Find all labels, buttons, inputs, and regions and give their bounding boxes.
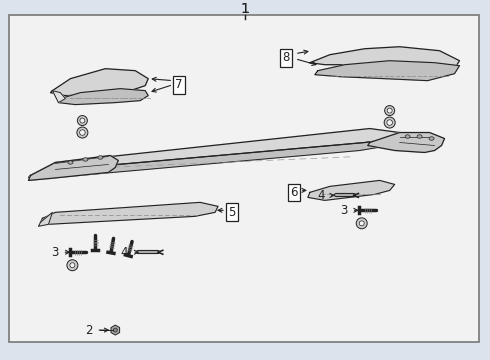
Text: 3: 3	[341, 204, 348, 217]
Polygon shape	[28, 156, 118, 180]
Ellipse shape	[68, 161, 73, 164]
Ellipse shape	[384, 117, 395, 128]
Polygon shape	[58, 89, 148, 105]
Polygon shape	[310, 47, 460, 75]
Ellipse shape	[113, 328, 117, 332]
FancyBboxPatch shape	[8, 15, 479, 342]
Text: 4: 4	[318, 189, 325, 202]
Ellipse shape	[83, 158, 88, 161]
Text: 8: 8	[283, 51, 290, 64]
Ellipse shape	[356, 218, 367, 229]
Ellipse shape	[98, 156, 103, 159]
Ellipse shape	[385, 105, 394, 116]
Polygon shape	[368, 132, 444, 153]
Ellipse shape	[70, 263, 75, 268]
Polygon shape	[50, 69, 148, 96]
Text: 3: 3	[51, 246, 58, 259]
Polygon shape	[52, 91, 66, 103]
Ellipse shape	[405, 135, 410, 138]
Polygon shape	[39, 212, 52, 226]
Ellipse shape	[80, 118, 85, 123]
Ellipse shape	[67, 260, 78, 271]
Ellipse shape	[387, 120, 392, 125]
Ellipse shape	[77, 116, 87, 126]
Polygon shape	[41, 202, 218, 224]
Ellipse shape	[77, 127, 88, 138]
Text: 6: 6	[291, 186, 298, 199]
Ellipse shape	[429, 137, 434, 140]
Text: 5: 5	[228, 206, 235, 219]
Polygon shape	[308, 180, 394, 201]
Text: 2: 2	[85, 324, 92, 337]
Text: 4: 4	[121, 246, 128, 259]
Text: 1: 1	[241, 2, 249, 16]
Polygon shape	[28, 129, 400, 177]
Ellipse shape	[417, 135, 422, 138]
Ellipse shape	[387, 108, 392, 113]
Ellipse shape	[79, 130, 85, 135]
Ellipse shape	[359, 221, 364, 226]
Polygon shape	[28, 139, 394, 180]
Text: 1: 1	[241, 2, 249, 16]
Text: 7: 7	[175, 78, 183, 91]
Polygon shape	[315, 61, 460, 81]
